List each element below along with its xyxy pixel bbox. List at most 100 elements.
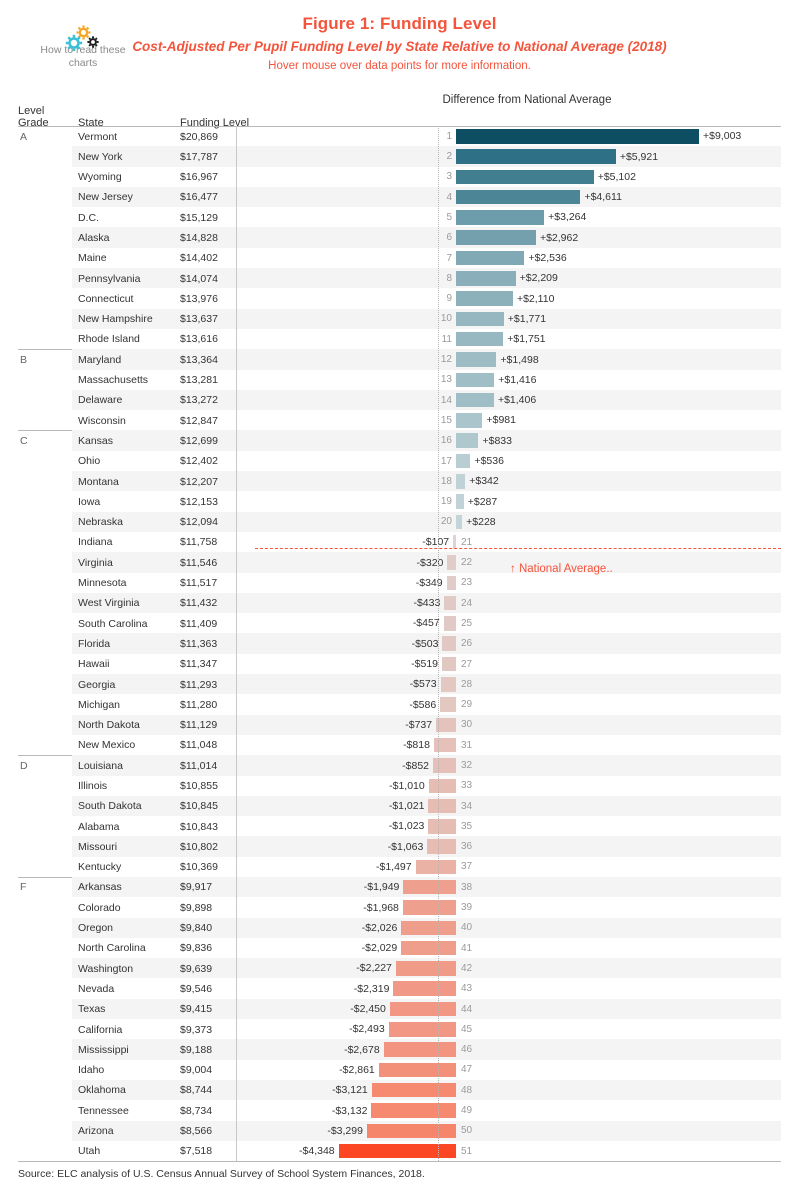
- data-bar[interactable]: [428, 798, 456, 814]
- data-bar[interactable]: [456, 413, 483, 428]
- table-row[interactable]: Idaho $9,004 -$2,861 47: [18, 1060, 781, 1080]
- table-row[interactable]: Indiana $11,758 -$107 21: [18, 532, 781, 552]
- data-bar[interactable]: [427, 839, 456, 854]
- data-bar[interactable]: [456, 372, 495, 388]
- bar-chart-cell[interactable]: +$1,751 11: [237, 329, 781, 349]
- table-row[interactable]: Ohio $12,402 +$536 17: [18, 451, 781, 471]
- table-row[interactable]: Missouri $10,802 -$1,063 36: [18, 836, 781, 857]
- data-bar[interactable]: [456, 352, 497, 367]
- table-row[interactable]: Georgia $11,293 -$573 28: [18, 674, 781, 695]
- bar-chart-cell[interactable]: -$2,493 45: [237, 1019, 781, 1039]
- table-row[interactable]: West Virginia $11,432 -$433 24: [18, 592, 781, 614]
- data-bar[interactable]: [401, 920, 456, 936]
- data-bar[interactable]: [456, 291, 513, 306]
- table-row[interactable]: Utah $7,518 -$4,348 51: [18, 1141, 781, 1161]
- data-bar[interactable]: [456, 453, 471, 469]
- bar-chart-cell[interactable]: +$981 15: [237, 410, 781, 430]
- bar-chart-cell[interactable]: -$457 25: [237, 613, 781, 633]
- table-row[interactable]: Hawaii $11,347 -$519 27: [18, 654, 781, 674]
- data-bar[interactable]: [378, 1062, 456, 1078]
- data-bar[interactable]: [456, 230, 536, 245]
- data-bar[interactable]: [338, 1143, 456, 1159]
- how-to-read-charts-link[interactable]: How to read these charts: [28, 24, 138, 70]
- bar-chart-cell[interactable]: -$503 26: [237, 633, 781, 653]
- data-bar[interactable]: [456, 331, 504, 347]
- bar-chart-cell[interactable]: +$1,406 14: [237, 390, 781, 410]
- bar-chart-cell[interactable]: -$3,132 49: [237, 1100, 781, 1120]
- bar-chart-cell[interactable]: -$1,010 33: [237, 776, 781, 796]
- data-bar[interactable]: [453, 534, 456, 550]
- bar-chart-cell[interactable]: -$852 32: [237, 755, 781, 775]
- bar-chart-cell[interactable]: -$2,029 41: [237, 938, 781, 958]
- data-bar[interactable]: [444, 595, 456, 611]
- bar-chart-cell[interactable]: -$4,348 51: [237, 1141, 781, 1161]
- data-bar[interactable]: [443, 616, 456, 631]
- data-bar[interactable]: [456, 271, 516, 286]
- table-row[interactable]: Michigan $11,280 -$586 29: [18, 694, 781, 714]
- table-row[interactable]: North Dakota $11,129 -$737 30: [18, 714, 781, 735]
- data-bar[interactable]: [440, 677, 456, 692]
- table-row[interactable]: Delaware $13,272 +$1,406 14: [18, 389, 781, 411]
- bar-chart-cell[interactable]: -$586 29: [237, 694, 781, 714]
- table-row[interactable]: Maine $14,402 +$2,536 7: [18, 248, 781, 268]
- table-row[interactable]: Wisconsin $12,847 +$981 15: [18, 410, 781, 430]
- bar-chart-cell[interactable]: -$818 31: [237, 735, 781, 755]
- bar-chart-cell[interactable]: -$2,227 42: [237, 958, 781, 978]
- data-bar[interactable]: [456, 514, 463, 530]
- table-row[interactable]: B Maryland $13,364 +$1,498 12: [18, 349, 781, 370]
- bar-chart-cell[interactable]: +$5,921 2: [237, 146, 781, 166]
- bar-chart-cell[interactable]: +$536 17: [237, 451, 781, 471]
- data-bar[interactable]: [440, 697, 456, 712]
- data-bar[interactable]: [371, 1082, 456, 1098]
- data-bar[interactable]: [447, 555, 456, 570]
- bar-chart-cell[interactable]: +$4,611 4: [237, 187, 781, 207]
- data-bar[interactable]: [456, 433, 479, 448]
- bar-chart-cell[interactable]: +$9,003 1: [237, 126, 781, 146]
- data-bar[interactable]: [428, 778, 456, 793]
- bar-chart-cell[interactable]: -$1,021 34: [237, 796, 781, 816]
- table-row[interactable]: Alaska $14,828 +$2,962 6: [18, 227, 781, 248]
- data-bar[interactable]: [433, 758, 456, 773]
- bar-chart-cell[interactable]: -$107 21: [237, 532, 781, 552]
- table-row[interactable]: New Mexico $11,048 -$818 31: [18, 735, 781, 755]
- table-row[interactable]: Minnesota $11,517 -$349 23: [18, 573, 781, 593]
- data-bar[interactable]: [441, 656, 456, 672]
- data-bar[interactable]: [456, 474, 466, 489]
- table-row[interactable]: Virginia $11,546 -$320 22: [18, 552, 781, 573]
- data-bar[interactable]: [402, 900, 456, 915]
- table-row[interactable]: D.C. $15,129 +$3,264 5: [18, 207, 781, 227]
- bar-chart-cell[interactable]: +$833 16: [237, 430, 781, 450]
- table-row[interactable]: C Kansas $12,699 +$833 16: [18, 430, 781, 451]
- table-row[interactable]: Pennsylvania $14,074 +$2,209 8: [18, 268, 781, 289]
- data-bar[interactable]: [395, 961, 456, 976]
- table-row[interactable]: Rhode Island $13,616 +$1,751 11: [18, 329, 781, 349]
- table-row[interactable]: Illinois $10,855 -$1,010 33: [18, 776, 781, 796]
- table-row[interactable]: Wyoming $16,967 +$5,102 3: [18, 167, 781, 187]
- data-bar[interactable]: [456, 169, 594, 185]
- bar-chart-cell[interactable]: -$433 24: [237, 593, 781, 613]
- bar-chart-cell[interactable]: +$2,536 7: [237, 248, 781, 268]
- bar-chart-cell[interactable]: -$1,497 37: [237, 857, 781, 877]
- table-row[interactable]: North Carolina $9,836 -$2,029 41: [18, 938, 781, 958]
- table-row[interactable]: Kentucky $10,369 -$1,497 37: [18, 857, 781, 877]
- bar-chart-cell[interactable]: -$2,450 44: [237, 999, 781, 1019]
- bar-chart-cell[interactable]: -$573 28: [237, 674, 781, 694]
- bar-chart-cell[interactable]: +$1,771 10: [237, 309, 781, 329]
- data-bar[interactable]: [403, 879, 456, 895]
- bar-chart-cell[interactable]: +$2,962 6: [237, 227, 781, 247]
- table-row[interactable]: D Louisiana $11,014 -$852 32: [18, 755, 781, 776]
- bar-chart-cell[interactable]: +$2,209 8: [237, 268, 781, 288]
- bar-chart-cell[interactable]: +$2,110 9: [237, 288, 781, 308]
- data-bar[interactable]: [456, 189, 581, 205]
- table-row[interactable]: Montana $12,207 +$342 18: [18, 471, 781, 492]
- table-row[interactable]: Nevada $9,546 -$2,319 43: [18, 978, 781, 998]
- table-row[interactable]: Iowa $12,153 +$287 19: [18, 491, 781, 511]
- data-bar[interactable]: [401, 940, 456, 956]
- data-bar[interactable]: [388, 1022, 456, 1037]
- data-bar[interactable]: [442, 636, 456, 651]
- bar-chart-cell[interactable]: +$3,264 5: [237, 207, 781, 227]
- data-bar[interactable]: [456, 149, 616, 164]
- table-row[interactable]: New York $17,787 +$5,921 2: [18, 146, 781, 167]
- table-row[interactable]: South Carolina $11,409 -$457 25: [18, 613, 781, 633]
- data-bar[interactable]: [366, 1123, 456, 1139]
